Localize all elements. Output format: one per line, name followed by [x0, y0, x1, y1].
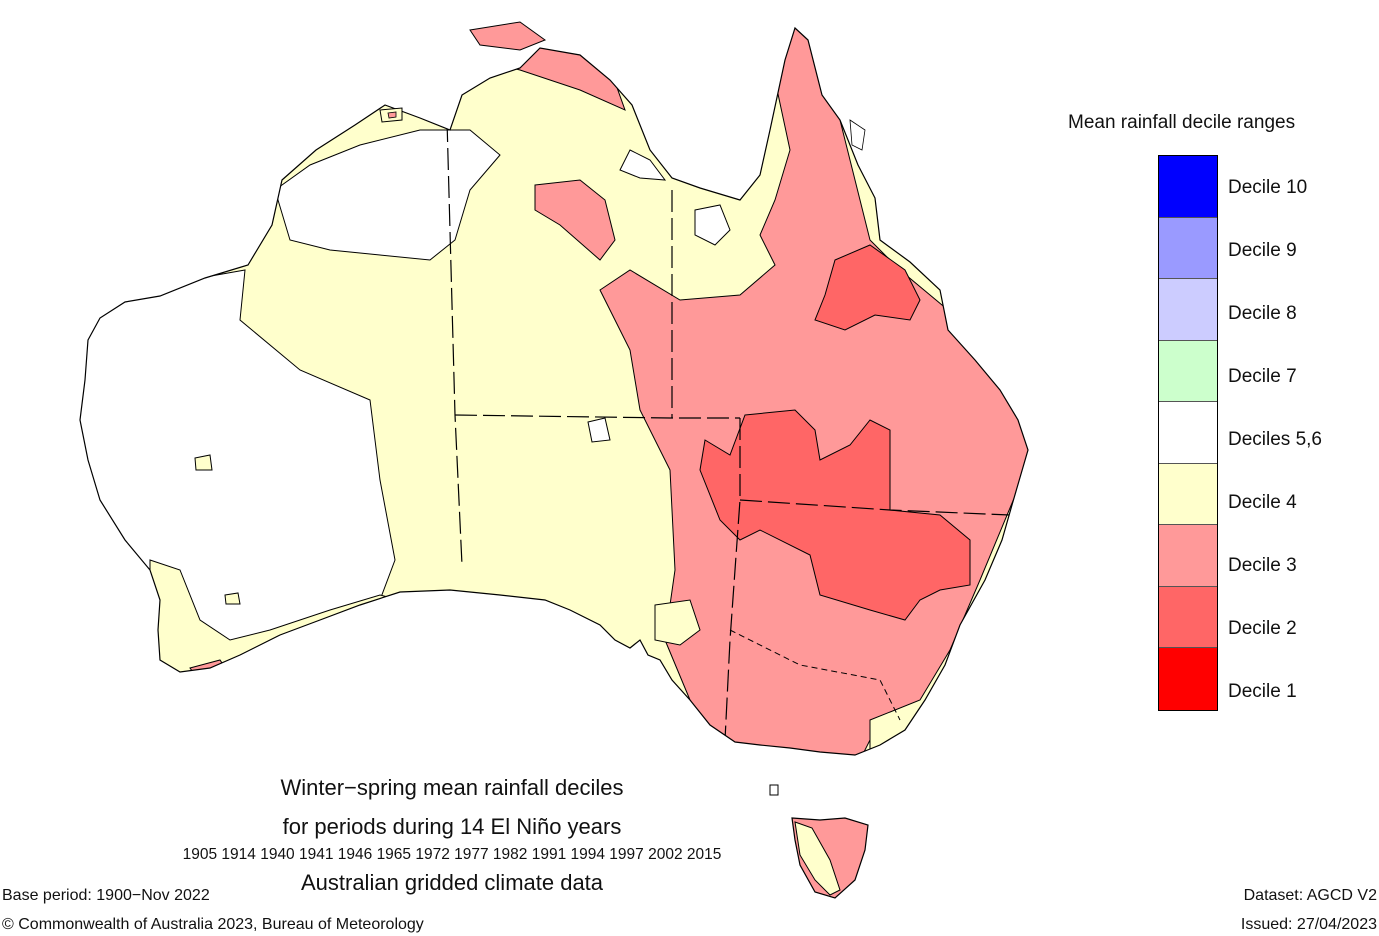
legend-scale: [1158, 155, 1218, 711]
legend-swatch: [1159, 402, 1217, 464]
map-title-line-1: Winter−spring mean rainfall deciles: [280, 775, 624, 800]
legend-swatch: [1159, 217, 1217, 279]
dataset: Dataset: AGCD V2: [1243, 887, 1377, 904]
legend-swatch: [1159, 648, 1217, 710]
map-title-years: 1905 1914 1940 1941 1946 1965 1972 1977 …: [182, 846, 722, 863]
legend-label: Decile 4: [1228, 492, 1297, 513]
legend-label: Decile 3: [1228, 555, 1297, 576]
legend-swatch: [1159, 156, 1217, 218]
legend-label: Deciles 5,6: [1228, 429, 1322, 450]
legend-label: Decile 8: [1228, 303, 1297, 324]
legend-label: Decile 2: [1228, 618, 1297, 639]
legend-swatch: [1159, 463, 1217, 525]
copyright: © Commonwealth of Australia 2023, Bureau…: [2, 916, 424, 933]
issued-date: Issued: 27/04/2023: [1240, 916, 1377, 933]
base-period: Base period: 1900−Nov 2022: [2, 887, 210, 904]
legend-swatch: [1159, 525, 1217, 587]
legend-title: Mean rainfall decile ranges: [1068, 112, 1296, 133]
legend-swatch: [1159, 340, 1217, 402]
legend-swatch: [1159, 279, 1217, 341]
legend-label: Decile 1: [1228, 681, 1297, 702]
legend-label: Decile 7: [1228, 366, 1297, 387]
map-title-line-4: Australian gridded climate data: [300, 870, 604, 895]
map-title-line-2: for periods during 14 El Niño years: [282, 814, 622, 839]
legend-label: Decile 10: [1228, 177, 1308, 198]
legend-label: Decile 9: [1228, 240, 1297, 261]
legend-swatch: [1159, 586, 1217, 648]
